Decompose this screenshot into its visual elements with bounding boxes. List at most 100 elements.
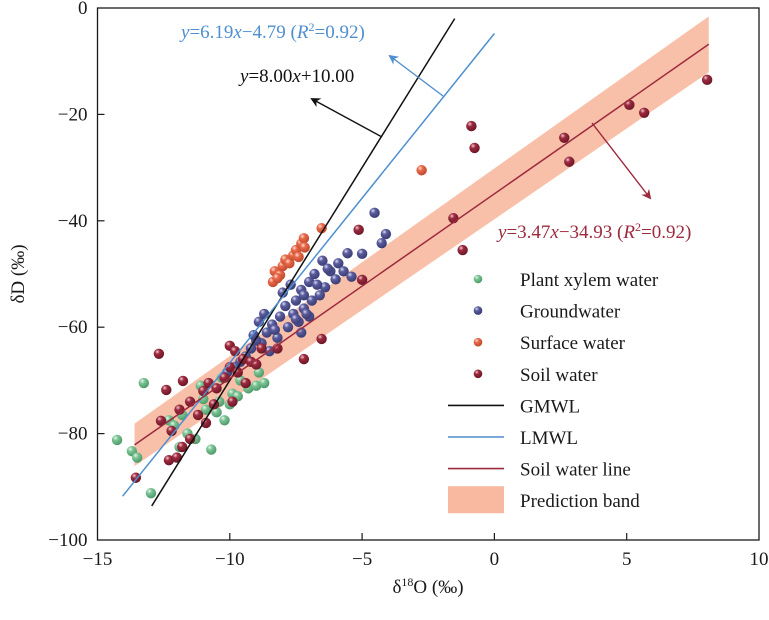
x-tick-label: 5	[622, 549, 632, 570]
surface-data-point	[416, 165, 427, 176]
groundwater-data-point	[319, 282, 331, 293]
groundwater-data-point	[301, 308, 312, 320]
soil-data-point	[163, 455, 175, 466]
soil-data-point	[466, 120, 477, 132]
lmwl-equation-annotation: y=6.19x−4.79 (R2=0.92)	[179, 20, 444, 97]
gmwl-equation-annotation: y=8.00x+10.00	[238, 66, 383, 138]
x-tick-label: 10	[750, 549, 769, 570]
legend-item-soil-line: Soil water line	[448, 460, 631, 481]
groundwater-data-point	[338, 266, 349, 277]
groundwater-data-point	[261, 327, 273, 338]
regression-lines-layer	[122, 18, 710, 507]
soil-line-equation-label: y=3.47x−34.93 (R2=0.92)	[496, 220, 691, 243]
y-axis-title: δD (‰)	[8, 244, 29, 303]
legend: Plant xylem water Groundwater Surface wate…	[448, 270, 659, 514]
groundwater-data-point	[309, 268, 320, 280]
soil-data-point	[457, 244, 468, 256]
x-tick-label: −5	[352, 549, 372, 570]
legend-label: Soil water	[520, 365, 598, 386]
plant-data-point	[145, 487, 157, 499]
legend-label: Soil water line	[520, 460, 631, 481]
gmwl-annotation-arrow	[310, 98, 383, 138]
groundwater-data-point	[311, 279, 323, 290]
soil-data-point	[224, 361, 235, 373]
y-tick-label: 0	[78, 0, 88, 19]
groundwater-data-point	[306, 295, 318, 306]
soil-data-point	[638, 107, 650, 119]
surface-data-point	[293, 251, 304, 263]
groundwater-data-point	[298, 290, 310, 301]
y-tick-label: −60	[58, 317, 88, 338]
soil-data-point	[316, 333, 327, 345]
legend-item-lmwl: LMWL	[448, 428, 578, 449]
soil-data-point	[130, 472, 142, 483]
x-tick-label: −10	[215, 549, 245, 570]
plant-data-point	[131, 452, 143, 463]
x-tick-label: −15	[83, 549, 113, 570]
groundwater-data-point	[272, 332, 283, 344]
groundwater-data-point	[356, 248, 368, 259]
soil-data-point	[272, 343, 283, 354]
plant-data-point	[258, 377, 270, 389]
legend-label: Groundwater	[520, 302, 621, 323]
groundwater-data-point	[269, 324, 280, 336]
legend-label: Prediction band	[520, 491, 640, 512]
legend-item-surface: Surface water	[473, 333, 626, 354]
soil-data-point	[240, 377, 251, 389]
groundwater-data-point	[290, 295, 302, 306]
legend-item-band: Prediction band	[448, 486, 640, 514]
groundwater-data-point	[369, 207, 380, 219]
y-tick-label: −100	[48, 530, 87, 551]
soil-line-equation-annotation: y=3.47x−34.93 (R2=0.92)	[496, 122, 691, 243]
legend-item-groundwater: Groundwater	[473, 302, 621, 323]
plant-data-point	[251, 380, 262, 391]
groundwater-data-point	[330, 274, 341, 285]
soil-data-point	[155, 415, 167, 427]
x-axis-title: δ18O (‰)	[392, 575, 463, 598]
soil-data-point	[171, 452, 183, 463]
prediction-band	[134, 16, 709, 467]
soil-data-point	[469, 142, 480, 154]
soil-data-point	[176, 441, 188, 453]
plant-data-point	[219, 415, 230, 426]
legend-label: Plant xylem water	[520, 270, 659, 291]
soil-data-point	[153, 348, 165, 359]
soil-data-point	[256, 343, 267, 354]
groundwater-data-point	[317, 255, 328, 266]
soil-data-point	[166, 425, 177, 437]
y-tick-label: −20	[58, 104, 88, 125]
legend-item-plant: Plant xylem water	[473, 270, 659, 291]
surface-data-point	[272, 273, 283, 284]
soil-data-point	[564, 156, 575, 167]
plot-frame	[96, 7, 760, 541]
plant-data-point	[198, 393, 209, 405]
groundwater-data-point	[376, 237, 387, 249]
legend-label: Surface water	[520, 333, 626, 354]
y-tick-label: −40	[58, 211, 88, 232]
lmwl-line	[122, 33, 495, 497]
soil-data-point	[356, 274, 368, 286]
legend-marker	[473, 369, 483, 379]
gmwl-line	[151, 18, 456, 507]
legend-item-soil: Soil water	[473, 365, 598, 386]
plant-data-point	[138, 377, 150, 389]
soil-data-point	[353, 224, 364, 236]
groundwater-data-point	[333, 258, 344, 269]
soil-data-point	[559, 132, 570, 144]
groundwater-data-point	[282, 322, 294, 333]
legend-band-swatch	[448, 486, 504, 514]
legend-item-gmwl: GMWL	[448, 396, 580, 417]
groundwater-data-point	[346, 271, 357, 282]
plant-data-point	[200, 404, 212, 415]
groundwater-data-point	[290, 314, 302, 325]
groundwater-data-point	[314, 290, 325, 301]
groundwater-data-point	[322, 263, 333, 274]
soil-data-point	[298, 353, 310, 365]
surface-data-point	[316, 223, 327, 234]
groundwater-data-point	[274, 311, 286, 322]
groundwater-data-point	[342, 248, 353, 259]
soil-data-point	[227, 396, 238, 407]
soil-data-point	[161, 384, 172, 396]
y-tick-label: −80	[58, 424, 88, 445]
